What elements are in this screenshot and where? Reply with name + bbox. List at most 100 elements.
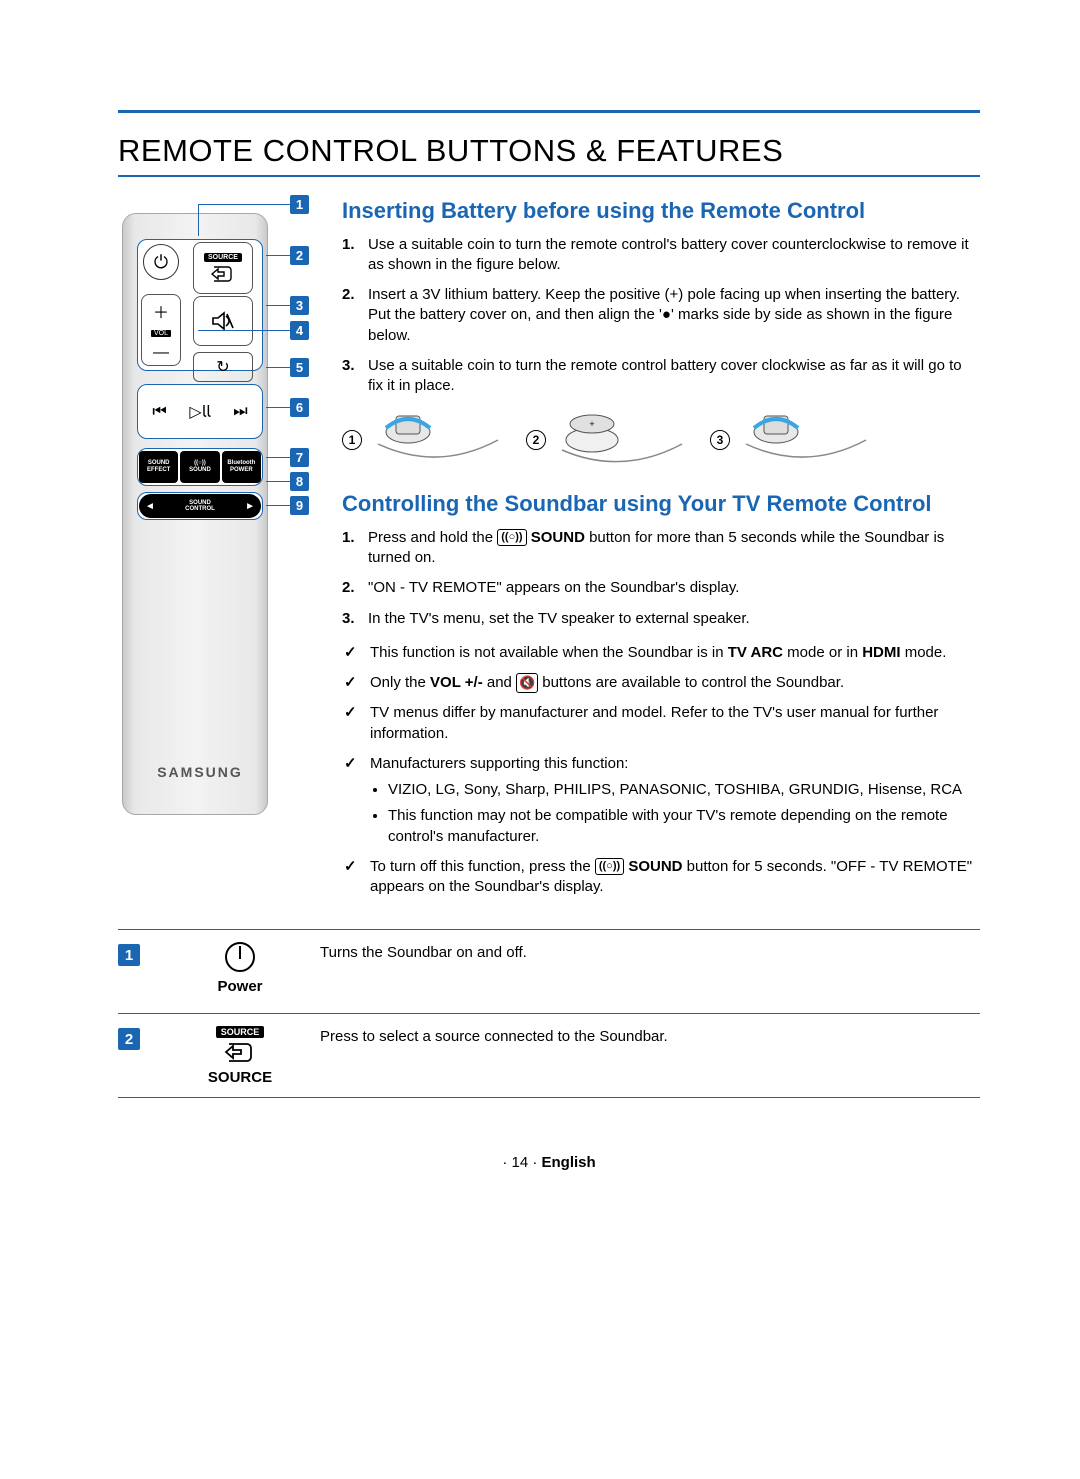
callout-2: 2: [290, 246, 309, 265]
source-arrow-icon: [210, 265, 236, 283]
leader-5: [266, 367, 290, 368]
circle-2-icon: 2: [526, 430, 546, 450]
remote-column: ∶ ⏻ SOURCE ＋ VOL — ↻: [118, 195, 308, 907]
content-columns: ∶ ⏻ SOURCE ＋ VOL — ↻: [118, 195, 980, 907]
row-icon: Power: [160, 940, 320, 1003]
sound-control-label: SOUNDCONTROL: [185, 500, 215, 512]
callout-8: 8: [290, 472, 309, 491]
note: TV menus differ by manufacturer and mode…: [342, 703, 980, 744]
step: Press and hold the ((○)) SOUND button fo…: [342, 528, 980, 569]
callout-6: 6: [290, 398, 309, 417]
right-triangle-icon: ►: [245, 501, 255, 512]
section2-heading: Controlling the Soundbar using Your TV R…: [342, 490, 980, 518]
leader-7: [266, 457, 290, 458]
callout-1: 1: [290, 195, 309, 214]
sound-control-rocker: ◄ SOUNDCONTROL ►: [139, 494, 261, 518]
callout-4: 4: [290, 321, 309, 340]
source-button: SOURCE: [193, 242, 253, 294]
next-icon: ⏭: [233, 403, 247, 421]
leader-8: [266, 481, 290, 482]
leader-1v: [198, 204, 199, 236]
section1-heading: Inserting Battery before using the Remot…: [342, 197, 980, 225]
minus-icon: —: [153, 344, 169, 362]
list-item: This function may not be compatible with…: [388, 806, 980, 847]
surround-sound-button: ((○))SOUND: [180, 451, 219, 483]
power-icon: ⏻: [143, 244, 179, 280]
callout-5: 5: [290, 358, 309, 377]
section2-steps: Press and hold the ((○)) SOUND button fo…: [342, 528, 980, 629]
table-row: 1 Power Turns the Soundbar on and off.: [118, 930, 980, 1014]
note: Manufacturers supporting this function: …: [342, 754, 980, 847]
row-number: 2: [118, 1024, 160, 1087]
list-item: VIZIO, LG, Sony, Sharp, PHILIPS, PANASON…: [388, 780, 980, 800]
callout-9: 9: [290, 496, 309, 515]
remote-body: ∶ ⏻ SOURCE ＋ VOL — ↻: [122, 213, 268, 815]
row-number: 1: [118, 940, 160, 1003]
mute-button: [193, 296, 253, 346]
top-rule: [118, 110, 980, 113]
leader-6: [266, 407, 290, 408]
leader-2: [266, 255, 290, 256]
sound-effect-button: SOUNDEFFECT: [139, 451, 178, 483]
repeat-button: ↻: [193, 352, 253, 382]
section2-notes: This function is not available when the …: [342, 643, 980, 898]
brand-label: SAMSUNG: [123, 764, 277, 780]
coin-lock-icon: [736, 410, 876, 470]
coin-turn-icon: [368, 410, 508, 470]
icon-label: SOURCE: [208, 1069, 272, 1086]
vol-label: VOL: [151, 330, 171, 337]
bluetooth-power-button: BluetoothPOWER: [222, 451, 261, 483]
svg-text:+: +: [589, 419, 594, 429]
mute-icon: [210, 310, 236, 332]
source-icon: SOURCE: [218, 1026, 262, 1063]
button-table: 1 Power Turns the Soundbar on and off. 2…: [118, 929, 980, 1098]
prev-icon: ⏮: [152, 403, 166, 421]
table-row: 2 SOURCE SOURCE Press to select a source…: [118, 1014, 980, 1098]
icon-label: Power: [217, 978, 262, 995]
note: To turn off this function, press the ((○…: [342, 857, 980, 898]
page: REMOTE CONTROL BUTTONS & FEATURES ∶ ⏻ SO…: [0, 0, 1080, 1211]
circle-1-icon: 1: [342, 430, 362, 450]
text-column: Inserting Battery before using the Remot…: [342, 195, 980, 907]
leader-1: [198, 204, 290, 205]
page-footer: · 14 · English: [118, 1154, 980, 1171]
step: Insert a 3V lithium battery. Keep the po…: [342, 285, 980, 346]
step: "ON - TV REMOTE" appears on the Soundbar…: [342, 578, 980, 598]
main-title: REMOTE CONTROL BUTTONS & FEATURES: [118, 125, 980, 175]
leader-4: [198, 330, 290, 331]
title-rule: [118, 175, 980, 177]
callout-7: 7: [290, 448, 309, 467]
source-arrow-icon: [223, 1041, 257, 1063]
play-pause-icon: ▷𝗅𝗅: [189, 402, 210, 422]
left-triangle-icon: ◄: [145, 501, 155, 512]
surround-badge-icon: ((○)): [497, 529, 526, 546]
step: Use a suitable coin to turn the remote c…: [342, 356, 980, 397]
row-desc: Press to select a source connected to th…: [320, 1024, 980, 1087]
playback-row: ⏮ ▷𝗅𝗅 ⏭: [141, 392, 259, 432]
step: In the TV's menu, set the TV speaker to …: [342, 609, 980, 629]
step: Use a suitable coin to turn the remote c…: [342, 235, 980, 276]
row-desc: Turns the Soundbar on and off.: [320, 940, 980, 1003]
section1-steps: Use a suitable coin to turn the remote c…: [342, 235, 980, 397]
leader-3: [266, 305, 290, 306]
battery-insert-icon: +: [552, 410, 692, 470]
remote-illustration: ∶ ⏻ SOURCE ＋ VOL — ↻: [118, 195, 308, 815]
source-badge: SOURCE: [204, 253, 242, 262]
plus-icon: ＋: [153, 299, 169, 323]
fig-2: 2 +: [526, 410, 692, 470]
volume-rocker: ＋ VOL —: [141, 294, 181, 366]
button-row: SOUNDEFFECT ((○))SOUND BluetoothPOWER: [139, 451, 261, 483]
mute-inline-icon: 🔇: [516, 673, 538, 693]
fig-3: 3: [710, 410, 876, 470]
note: This function is not available when the …: [342, 643, 980, 663]
callout-3: 3: [290, 296, 309, 315]
row-icon: SOURCE SOURCE: [160, 1024, 320, 1087]
fig-1: 1: [342, 410, 508, 470]
leader-9: [266, 505, 290, 506]
manufacturer-list: VIZIO, LG, Sony, Sharp, PHILIPS, PANASON…: [388, 780, 980, 847]
surround-badge-icon: ((○)): [595, 858, 624, 875]
circle-3-icon: 3: [710, 430, 730, 450]
power-icon: [225, 942, 255, 972]
battery-figure: 1 2 +: [342, 410, 980, 470]
note: Only the VOL +/- and 🔇 buttons are avail…: [342, 673, 980, 693]
